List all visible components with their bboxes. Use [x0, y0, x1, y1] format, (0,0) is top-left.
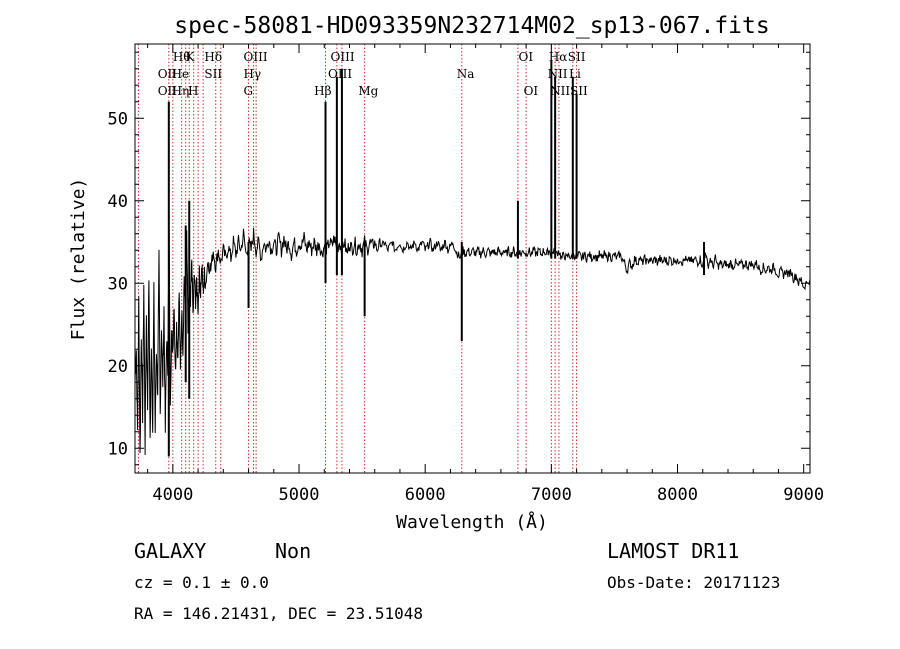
y-axis-label: Flux (relative) [68, 178, 89, 341]
line-label: OII [158, 67, 178, 81]
object-subclass: Non [275, 539, 311, 563]
x-tick-label: 5000 [279, 485, 320, 505]
y-tick-label: 10 [108, 439, 128, 459]
line-label: Hα [549, 50, 568, 64]
line-label: SII [204, 67, 222, 81]
observation-date: Obs-Date: 20171123 [607, 573, 780, 592]
line-label: NII [548, 67, 568, 81]
line-label: Hγ [244, 67, 262, 81]
y-tick-label: 50 [108, 109, 128, 129]
spectrum-series [134, 60, 811, 457]
line-label: Hη [172, 84, 190, 98]
line-label: NIISII [550, 84, 588, 98]
line-label: Na [457, 67, 475, 81]
object-class: GALAXY [134, 539, 206, 563]
line-label: OIII [244, 50, 268, 64]
line-label: OI [519, 50, 534, 64]
line-label: Hβ [314, 84, 331, 98]
line-label: OIII [328, 67, 352, 81]
line-label: Hθ [173, 50, 191, 64]
spectrum-line [134, 227, 811, 456]
spectral-line-markers [137, 44, 578, 473]
line-label: Hδ [204, 50, 222, 64]
y-tick-label: 20 [108, 357, 128, 377]
line-label: He [172, 67, 190, 81]
x-tick-label: 8000 [657, 485, 698, 505]
x-tick-label: 6000 [405, 485, 446, 505]
survey-name: LAMOST DR11 [607, 539, 739, 563]
y-tick-label: 30 [108, 274, 128, 294]
y-tick-label: 40 [108, 192, 128, 212]
redshift-cz: cz = 0.1 ± 0.0 [134, 573, 269, 592]
plot-frame [134, 43, 811, 474]
line-label: OIII [331, 50, 355, 64]
x-axis: 4000 5000 6000 7000 8000 9000 [147, 44, 824, 505]
x-tick-label: 4000 [152, 485, 193, 505]
line-label: G [244, 84, 254, 98]
line-label: H [188, 84, 198, 98]
x-tick-label: 9000 [783, 485, 824, 505]
x-tick-label: 7000 [531, 485, 572, 505]
x-axis-label: Wavelength (Å) [396, 511, 548, 533]
line-label: Mg [358, 84, 378, 98]
line-label: SII [568, 50, 586, 64]
line-label: Li [569, 67, 581, 81]
y-axis: 10 20 30 40 50 [108, 51, 810, 466]
line-label: K [185, 50, 195, 64]
coordinates: RA = 146.21431, DEC = 23.51048 [134, 604, 423, 623]
line-label: OII [158, 84, 178, 98]
chart-title: spec-58081-HD093359N232714M02_sp13-067.f… [174, 13, 769, 39]
line-label: OI [524, 84, 539, 98]
